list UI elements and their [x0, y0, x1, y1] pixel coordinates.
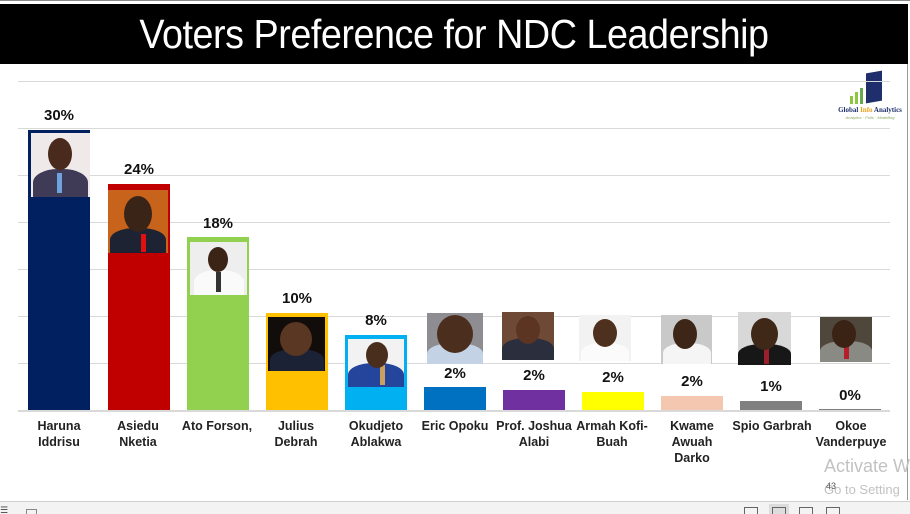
label-line: Darko	[674, 451, 710, 465]
category-label-julius-debrah: Julius Debrah	[256, 418, 336, 450]
category-label-haruna-iddrisu: Haruna Iddrisu	[19, 418, 99, 450]
logo-tagline: Analytics · Polls · Modelling	[845, 115, 895, 120]
gridline	[18, 128, 890, 129]
gridline	[18, 222, 890, 223]
category-label-ato-forson: Ato Forson,	[177, 418, 257, 434]
logo-bar-icon	[850, 96, 853, 104]
value-label: 0%	[839, 387, 861, 404]
value-label: 2%	[681, 373, 703, 390]
slide-number: 43	[826, 481, 837, 491]
activate-windows-watermark: Activate W	[824, 456, 910, 476]
bar-spio-garbrah[interactable]	[740, 401, 802, 410]
category-label-okudjeto-ablakwa: Okudjeto Ablakwa	[336, 418, 416, 450]
bar-eric-opoku[interactable]	[424, 387, 486, 410]
window-top-edge	[0, 0, 910, 4]
category-label-spio-garbrah: Spio Garbrah	[727, 418, 817, 434]
logo-text-info: Info	[860, 106, 873, 114]
status-bar: ☰	[0, 501, 910, 514]
label-line: Eric Opoku	[421, 419, 489, 433]
label-line: Alabi	[518, 435, 550, 449]
value-label: 2%	[444, 365, 466, 382]
logo-text: Global Info Analytics	[834, 106, 906, 114]
logo-text-global: Global	[838, 106, 861, 114]
category-label-armah-kofi-buah: Armah Kofi- Buah	[572, 418, 652, 450]
label-line: Buah	[596, 435, 628, 449]
label-line: Okoe	[835, 419, 867, 433]
label-line: Prof. Joshua	[496, 419, 572, 433]
gridline	[18, 269, 890, 270]
candidate-photo-julius-debrah	[268, 317, 325, 371]
value-label: 24%	[123, 161, 155, 178]
candidate-photo-haruna-iddrisu	[31, 133, 90, 197]
category-label-joshua-alabi: Prof. Joshua Alabi	[490, 418, 578, 450]
value-label: 8%	[365, 312, 387, 329]
global-info-analytics-logo: Global Info Analytics Analytics · Polls …	[834, 70, 906, 122]
value-label: 2%	[523, 367, 545, 384]
bar-joshua-alabi[interactable]	[503, 390, 565, 410]
candidate-photo-asiedu-nketia	[108, 190, 168, 253]
logo-bar-icon	[860, 88, 863, 104]
value-label: 18%	[202, 215, 234, 232]
category-label-eric-opoku: Eric Opoku	[415, 418, 495, 434]
reading-view-button[interactable]	[826, 507, 840, 514]
label-line: Iddrisu	[38, 435, 80, 449]
category-label-okoe-vanderpuye: Okoe Vanderpuye	[806, 418, 896, 450]
label-line: Asiedu	[117, 419, 159, 433]
gridline	[18, 81, 890, 82]
label-line: Ablakwa	[350, 435, 402, 449]
bar-kwame-awuah-darko[interactable]	[661, 396, 723, 410]
go-to-settings-watermark: Go to Setting	[824, 482, 900, 497]
label-line: Armah Kofi-	[576, 419, 648, 433]
candidate-photo-eric-opoku	[427, 313, 483, 364]
label-line: Spio Garbrah	[732, 419, 812, 433]
label-line: Ato Forson,	[181, 419, 253, 433]
label-line: Kwame	[670, 419, 714, 433]
chart-plot-area: 30% 24% 18% 10% 8% 2% 2% 2% 2% 1% 0%	[18, 64, 890, 424]
gridline	[18, 175, 890, 176]
value-label: 1%	[760, 378, 782, 395]
candidate-photo-okudjeto-ablakwa	[348, 339, 404, 387]
title-banner: Voters Preference for NDC Leadership	[0, 4, 908, 64]
logo-bar-icon	[855, 92, 858, 104]
candidate-photo-kwame-awuah-darko	[661, 315, 712, 364]
label-line: Debrah	[274, 435, 318, 449]
candidate-photo-armah-kofi-buah	[579, 315, 631, 361]
normal-view-button[interactable]	[744, 507, 758, 514]
label-line: Awuah	[671, 435, 713, 449]
candidate-photo-spio-garbrah	[738, 312, 791, 365]
x-axis-baseline	[18, 410, 890, 412]
notes-icon[interactable]: ☰	[0, 505, 9, 514]
category-label-kwame-awuah-darko: Kwame Awuah Darko	[652, 418, 732, 466]
chart-title: Voters Preference for NDC Leadership	[139, 10, 769, 57]
candidate-photo-joshua-alabi	[502, 312, 554, 360]
bar-armah-kofi-buah[interactable]	[582, 392, 644, 410]
label-line: Vanderpuye	[815, 435, 887, 449]
label-line: Nketia	[119, 435, 157, 449]
outline-view-button[interactable]	[769, 504, 789, 514]
accessibility-checkbox-icon[interactable]	[26, 509, 37, 514]
slide-sorter-view-button[interactable]	[799, 507, 813, 514]
slide-right-border	[907, 64, 908, 500]
value-label: 30%	[43, 107, 75, 124]
value-label: 10%	[281, 290, 313, 307]
candidate-photo-ato-forson	[190, 242, 247, 295]
bar-okoe-vanderpuye[interactable]	[819, 409, 881, 410]
value-label: 2%	[602, 369, 624, 386]
label-line: Haruna	[37, 419, 81, 433]
logo-text-analytics: Analytics	[872, 106, 902, 114]
candidate-photo-okoe-vanderpuye	[820, 317, 872, 362]
bars-container: 30% 24% 18% 10% 8% 2% 2% 2% 2% 1% 0%	[18, 64, 890, 410]
label-line: Okudjeto	[348, 419, 404, 433]
category-label-asiedu-nketia: Asiedu Nketia	[98, 418, 178, 450]
label-line: Julius	[277, 419, 315, 433]
